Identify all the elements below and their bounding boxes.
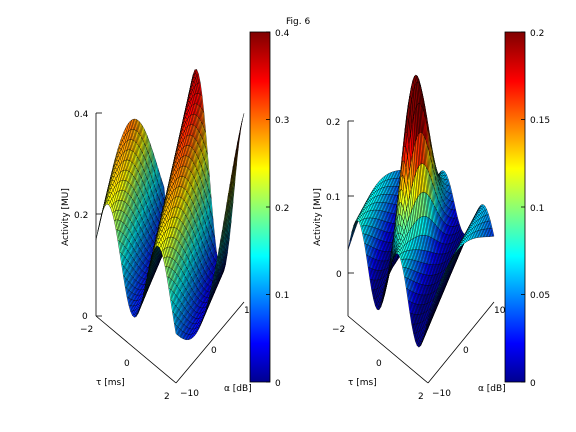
z-tick: 0 <box>82 312 88 322</box>
colorbar-tick: 0.05 <box>530 291 550 301</box>
x-axis-label: τ [ms] <box>348 378 377 388</box>
z-axis-label: Activity [MU] <box>61 188 71 246</box>
colorbar-2: 0.2 0.15 0.1 0.05 0 <box>504 29 550 389</box>
colorbar-tick: 0.1 <box>275 291 289 301</box>
z-tick: 0.2 <box>326 118 340 128</box>
y-tick: −10 <box>180 389 199 399</box>
z-tick: 0.4 <box>74 110 89 120</box>
x-tick: 0 <box>124 359 130 369</box>
colorbar-tick: 0.4 <box>275 29 290 39</box>
x-tick: −2 <box>332 325 345 335</box>
x-tick: 0 <box>376 359 382 369</box>
surface-facet <box>173 322 178 336</box>
colorbar-tick: 0.1 <box>530 204 544 214</box>
surface-plot-1: 0.4 0.2 0 −2 0 2 −10 0 10 Activity [MU] … <box>61 68 256 402</box>
y-tick: −10 <box>432 389 451 399</box>
y-axis-label: α [dB] <box>224 384 252 394</box>
x-axis-label: τ [ms] <box>96 378 125 388</box>
colorbar-tick: 0.15 <box>530 116 550 126</box>
x-tick: 2 <box>164 392 170 402</box>
axes-2 <box>347 120 495 384</box>
surface-1 <box>95 68 245 341</box>
x-tick: −2 <box>80 325 93 335</box>
z-tick: 0.1 <box>326 193 340 203</box>
z-axis-label: Activity [MU] <box>313 188 323 246</box>
y-tick: 0 <box>211 346 217 356</box>
colorbar-tick: 0.3 <box>275 116 289 126</box>
x-tick: 2 <box>418 392 424 402</box>
y-axis-label: α [dB] <box>478 384 506 394</box>
z-tick: 0.2 <box>74 211 88 221</box>
figure-title: Fig. 6 <box>286 17 310 27</box>
y-tick: 0 <box>463 346 469 356</box>
surface-facet <box>347 236 352 251</box>
surface-plot-2: 0.2 0.1 0 −2 0 2 −10 0 10 Activity [MU] … <box>313 74 506 402</box>
colorbar-tick: 0 <box>530 379 536 389</box>
surface-facet <box>426 312 430 327</box>
axes-1 <box>95 112 245 384</box>
colorbar-tick: 0 <box>275 379 281 389</box>
y-tick: 10 <box>494 306 506 316</box>
surface-2 <box>347 74 495 348</box>
colorbar-tick: 0.2 <box>530 29 544 39</box>
colorbar-1: 0.4 0.3 0.2 0.1 0 <box>249 29 290 389</box>
z-tick: 0 <box>336 270 342 280</box>
colorbar-tick: 0.2 <box>275 204 289 214</box>
